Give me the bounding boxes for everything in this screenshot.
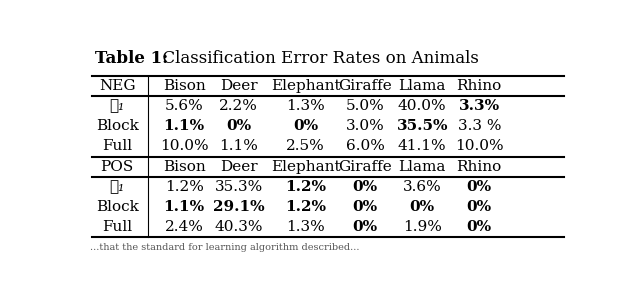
Text: ℓ₁: ℓ₁ bbox=[109, 99, 125, 113]
Text: ℓ₁: ℓ₁ bbox=[109, 180, 125, 194]
Text: Bison: Bison bbox=[163, 79, 205, 93]
Text: 3.6%: 3.6% bbox=[403, 180, 442, 194]
Text: 35.3%: 35.3% bbox=[214, 180, 263, 194]
Text: Giraffe: Giraffe bbox=[339, 160, 392, 174]
Text: 3.3 %: 3.3 % bbox=[458, 119, 501, 133]
Text: 0%: 0% bbox=[353, 200, 378, 214]
Text: 40.0%: 40.0% bbox=[398, 99, 447, 113]
Text: 2.4%: 2.4% bbox=[164, 220, 204, 234]
Text: Giraffe: Giraffe bbox=[339, 79, 392, 93]
Text: 10.0%: 10.0% bbox=[160, 140, 209, 154]
Text: Table 1:: Table 1: bbox=[95, 50, 168, 67]
Text: Deer: Deer bbox=[220, 160, 257, 174]
Text: Rhino: Rhino bbox=[457, 160, 502, 174]
Text: Bison: Bison bbox=[163, 160, 205, 174]
Text: 0%: 0% bbox=[410, 200, 435, 214]
Text: 0%: 0% bbox=[467, 200, 492, 214]
Text: Full: Full bbox=[102, 140, 132, 154]
Text: 0%: 0% bbox=[226, 119, 252, 133]
Text: Rhino: Rhino bbox=[457, 79, 502, 93]
Text: 10.0%: 10.0% bbox=[455, 140, 504, 154]
Text: 0%: 0% bbox=[353, 180, 378, 194]
Text: Elephant: Elephant bbox=[271, 79, 340, 93]
Text: NEG: NEG bbox=[99, 79, 136, 93]
Text: 35.5%: 35.5% bbox=[397, 119, 448, 133]
Text: 5.0%: 5.0% bbox=[346, 99, 385, 113]
Text: 2.5%: 2.5% bbox=[286, 140, 325, 154]
Text: 1.9%: 1.9% bbox=[403, 220, 442, 234]
Text: 1.1%: 1.1% bbox=[164, 200, 205, 214]
Text: 3.0%: 3.0% bbox=[346, 119, 385, 133]
Text: Deer: Deer bbox=[220, 79, 257, 93]
Text: 6.0%: 6.0% bbox=[346, 140, 385, 154]
Text: 0%: 0% bbox=[293, 119, 318, 133]
Text: 41.1%: 41.1% bbox=[398, 140, 447, 154]
Text: 0%: 0% bbox=[467, 180, 492, 194]
Text: ...that the standard for learning algorithm described...: ...that the standard for learning algori… bbox=[90, 243, 360, 252]
Text: POS: POS bbox=[100, 160, 134, 174]
Text: Llama: Llama bbox=[399, 160, 446, 174]
Text: 1.2%: 1.2% bbox=[285, 200, 326, 214]
Text: 5.6%: 5.6% bbox=[164, 99, 204, 113]
Text: Block: Block bbox=[96, 200, 139, 214]
Text: 0%: 0% bbox=[353, 220, 378, 234]
Text: 1.2%: 1.2% bbox=[285, 180, 326, 194]
Text: 40.3%: 40.3% bbox=[214, 220, 263, 234]
Text: 1.3%: 1.3% bbox=[286, 99, 325, 113]
Text: Full: Full bbox=[102, 220, 132, 234]
Text: Elephant: Elephant bbox=[271, 160, 340, 174]
Text: 1.3%: 1.3% bbox=[286, 220, 325, 234]
Text: Llama: Llama bbox=[399, 79, 446, 93]
Text: 29.1%: 29.1% bbox=[213, 200, 264, 214]
Text: 1.2%: 1.2% bbox=[164, 180, 204, 194]
Text: 1.1%: 1.1% bbox=[164, 119, 205, 133]
Text: Classification Error Rates on Animals: Classification Error Rates on Animals bbox=[152, 50, 479, 67]
Text: Block: Block bbox=[96, 119, 139, 133]
Text: 0%: 0% bbox=[467, 220, 492, 234]
Text: 1.1%: 1.1% bbox=[220, 140, 258, 154]
Text: 3.3%: 3.3% bbox=[459, 99, 500, 113]
Text: 2.2%: 2.2% bbox=[220, 99, 258, 113]
